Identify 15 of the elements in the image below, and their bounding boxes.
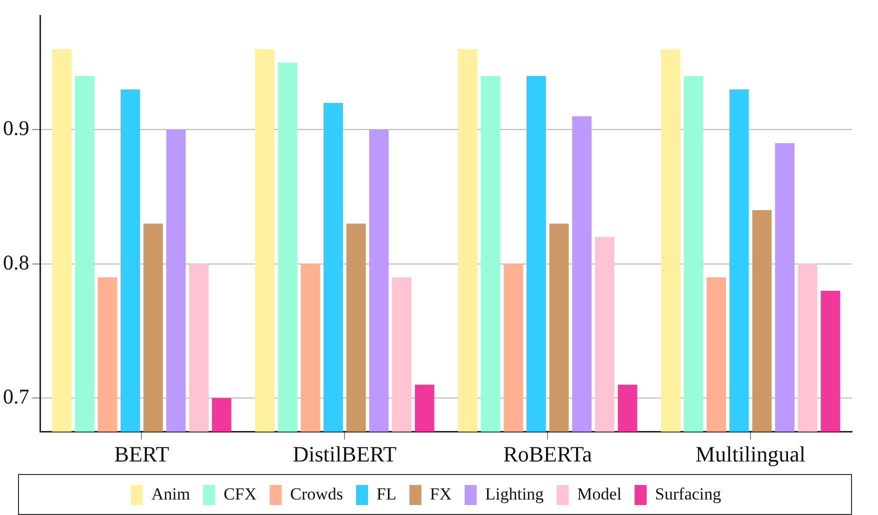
x-tick-label: RoBERTa (503, 442, 592, 467)
legend-label: Lighting (485, 484, 544, 504)
legend-label: Crowds (290, 484, 344, 504)
x-tick-label: DistilBERT (292, 442, 398, 467)
y-tick-label: 0.8 (3, 250, 30, 274)
legend-label: Surfacing (655, 484, 722, 504)
legend-label: FL (376, 484, 396, 504)
legend-label: Model (577, 484, 622, 504)
legend-label: Anim (151, 484, 190, 504)
x-tick-label: BERT (114, 442, 170, 467)
y-tick-label: 0.7 (3, 384, 30, 409)
x-tick-label: Multilingual (696, 442, 806, 467)
legend-label: CFX (224, 484, 257, 504)
y-tick-label: 0.9 (3, 116, 30, 140)
legend-label: FX (430, 484, 452, 504)
